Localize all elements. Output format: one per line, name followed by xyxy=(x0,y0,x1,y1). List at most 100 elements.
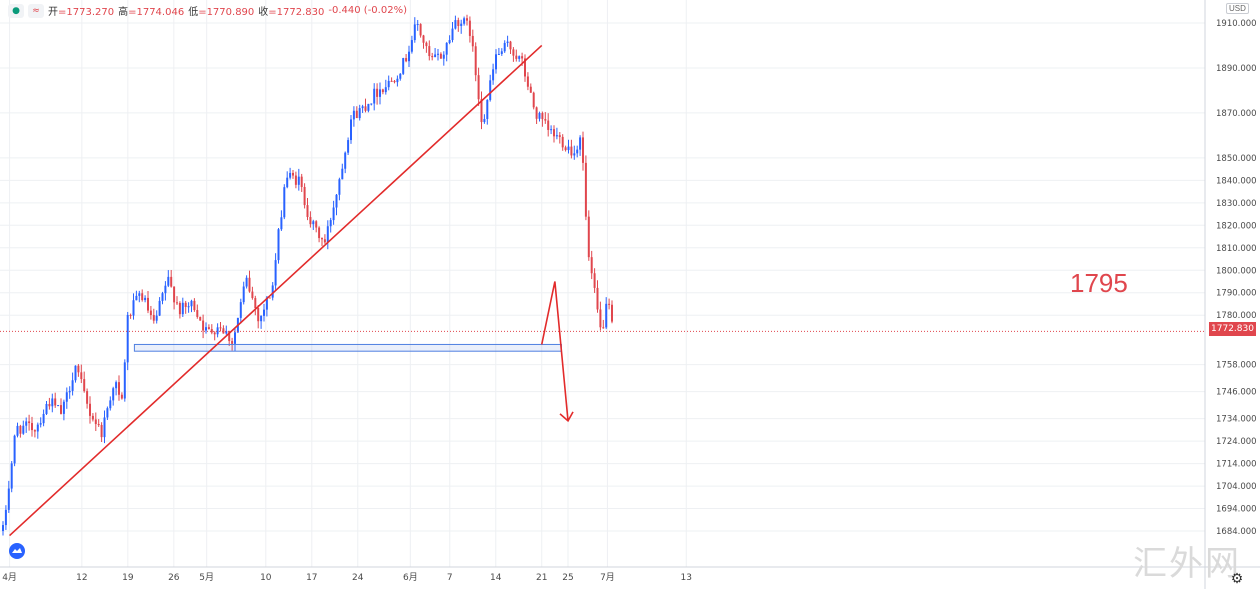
candle-body xyxy=(170,276,173,287)
candle-body xyxy=(558,135,561,137)
candle-body xyxy=(242,286,245,303)
chart-grid xyxy=(0,0,1205,567)
candle-body xyxy=(471,35,474,47)
y-tick-label: 1758.000 xyxy=(1216,361,1257,371)
candle-body xyxy=(379,89,381,97)
candle-body xyxy=(608,303,611,305)
candle-body xyxy=(115,382,118,389)
annotation-text[interactable]: 1795 xyxy=(1070,268,1128,298)
candle-body xyxy=(54,398,57,406)
candle-body xyxy=(480,99,483,123)
wave-icon[interactable]: ≈ xyxy=(28,3,44,18)
candle-body xyxy=(518,56,521,59)
candle-body xyxy=(120,394,123,399)
change-value: -0.440 (-0.02%) xyxy=(328,5,407,16)
candle-body xyxy=(521,56,524,59)
x-tick-label: 12 xyxy=(76,573,87,583)
candle-body xyxy=(109,400,112,409)
candle-body xyxy=(529,86,532,93)
candle-body xyxy=(112,388,115,401)
candle-body xyxy=(184,302,187,307)
candle-body xyxy=(173,286,176,303)
candle-body xyxy=(535,107,538,119)
candle-body xyxy=(60,405,62,414)
candle-body xyxy=(338,179,341,195)
gear-icon[interactable]: ⚙ xyxy=(1230,570,1244,586)
candle-body xyxy=(213,332,216,335)
candle-body xyxy=(437,53,439,55)
candle-body xyxy=(587,216,590,258)
open-value: =1773.270 xyxy=(58,7,115,18)
candle-body xyxy=(202,320,205,331)
candle-body xyxy=(370,103,373,105)
candle-body xyxy=(260,315,263,322)
x-tick-label: 13 xyxy=(681,573,692,583)
candle-body xyxy=(474,46,477,76)
x-tick-label: 24 xyxy=(352,573,364,583)
candle-body xyxy=(297,176,300,185)
x-tick-label: 7 xyxy=(447,573,453,583)
candle-body xyxy=(611,304,613,322)
candle-body xyxy=(477,75,480,100)
candle-body xyxy=(326,226,329,243)
candle-body xyxy=(309,217,312,225)
candle-body xyxy=(187,306,190,308)
candle-body xyxy=(181,302,184,315)
candle-body xyxy=(512,49,515,56)
candle-body xyxy=(483,118,486,123)
candle-body xyxy=(434,54,437,58)
y-tick-label: 1810.000 xyxy=(1216,244,1257,254)
candle-body xyxy=(274,260,277,286)
candle-body xyxy=(445,42,448,55)
candle-body xyxy=(31,423,33,431)
candle-body xyxy=(367,103,370,111)
ohlc-legend: ● ≈ 开=1773.270 高=1774.046 低=1770.890 收=1… xyxy=(8,3,407,18)
candle-body xyxy=(405,58,408,62)
x-tick-label: 26 xyxy=(168,573,180,583)
trendline xyxy=(9,44,543,537)
watermark: 汇外网 xyxy=(1133,544,1241,584)
candle-body xyxy=(254,298,257,308)
candle-body xyxy=(225,331,228,334)
symbol-dot-icon[interactable]: ● xyxy=(8,3,24,18)
x-tick-label: 5月 xyxy=(199,572,214,583)
candle-body xyxy=(335,194,338,208)
currency-badge[interactable]: USD xyxy=(1226,3,1249,14)
candle-body xyxy=(86,391,89,404)
candle-body xyxy=(495,54,497,70)
candle-body xyxy=(228,331,231,342)
candle-body xyxy=(292,172,294,176)
drawings-layer xyxy=(0,44,1205,537)
candle-body xyxy=(466,18,468,21)
candle-body xyxy=(97,424,100,426)
candle-body xyxy=(402,58,405,74)
candle-body xyxy=(593,273,596,288)
candle-body xyxy=(271,285,274,298)
open-label: 开 xyxy=(48,7,58,18)
candle-body xyxy=(315,221,318,228)
cloud-logo-icon[interactable] xyxy=(7,543,27,559)
candle-body xyxy=(94,419,97,425)
candle-body xyxy=(286,177,289,188)
y-tick-label: 1820.000 xyxy=(1216,221,1257,231)
last-price-tag: 1772.830 xyxy=(1209,322,1256,336)
candle-body xyxy=(355,110,358,119)
candle-body xyxy=(323,239,326,243)
candle-body xyxy=(147,297,149,311)
x-tick-label: 10 xyxy=(260,573,272,583)
candle-body xyxy=(71,380,74,391)
candle-body xyxy=(532,92,535,108)
candle-body xyxy=(210,329,213,333)
candle-body xyxy=(33,430,36,432)
candle-body xyxy=(51,398,54,407)
candle-body xyxy=(289,172,292,178)
y-tick-label: 1870.000 xyxy=(1216,109,1257,119)
candle-body xyxy=(422,35,425,43)
candle-body xyxy=(68,390,71,393)
x-tick-label: 21 xyxy=(536,573,547,583)
candle-body xyxy=(103,417,106,438)
candle-body xyxy=(413,24,416,41)
candle-body xyxy=(245,277,248,287)
